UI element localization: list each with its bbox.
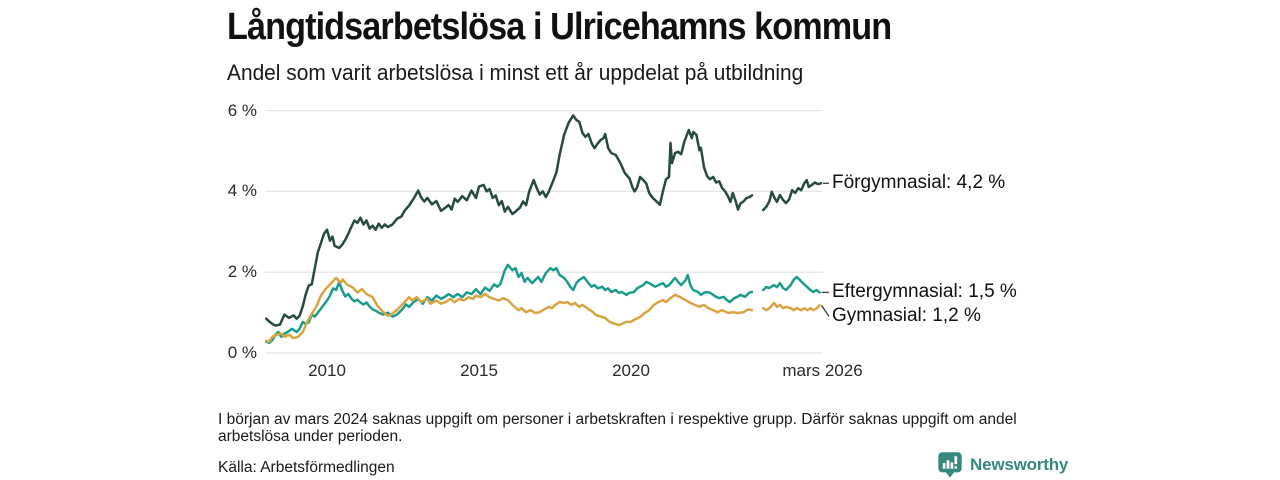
- series-line-förgymnasial: [264, 114, 823, 327]
- page-title: Långtidsarbetslösa i Ulricehamns kommun: [227, 6, 892, 48]
- newsworthy-bubble-barchart-icon: [938, 452, 962, 478]
- x-axis-tick-label: 2010: [308, 361, 346, 380]
- series-line-eftergymnasial: [264, 263, 821, 345]
- y-axis-tick-label: 2 %: [227, 262, 257, 282]
- series-end-label-förgymnasial: Förgymnasial: 4,2 %: [832, 172, 1006, 194]
- plot-canvas: [264, 109, 830, 354]
- footnote-text: I början av mars 2024 saknas uppgift om …: [218, 411, 1017, 445]
- y-axis-tick-label: 0 %: [227, 343, 257, 362]
- x-axis-tick-label: 2020: [612, 361, 650, 380]
- series-line-gymnasial: [264, 276, 821, 343]
- y-axis-tick-label: 6 %: [227, 100, 257, 120]
- newsworthy-wordmark: Newsworthy: [970, 454, 1069, 474]
- line-chart: 0 % 2 % 4 % 6 % 2010 2015 2020 mars 2026 Förgymn…: [218, 95, 1080, 410]
- series-end-label-eftergymnasial: Eftergymnasial: 1,5 %: [832, 281, 1017, 303]
- y-axis-tick-label: 4 %: [227, 181, 257, 201]
- x-axis-tick-label: mars 2026: [782, 361, 863, 380]
- series-end-label-gymnasial: Gymnasial: 1,2 %: [832, 305, 981, 327]
- source-text: Källa: Arbetsförmedlingen: [218, 459, 395, 476]
- page-subtitle: Andel som varit arbetslösa i minst ett å…: [227, 60, 804, 85]
- newsworthy-branding: Newsworthy: [937, 451, 1068, 478]
- x-axis-tick-label: 2015: [460, 361, 498, 380]
- label-connector: [820, 304, 830, 317]
